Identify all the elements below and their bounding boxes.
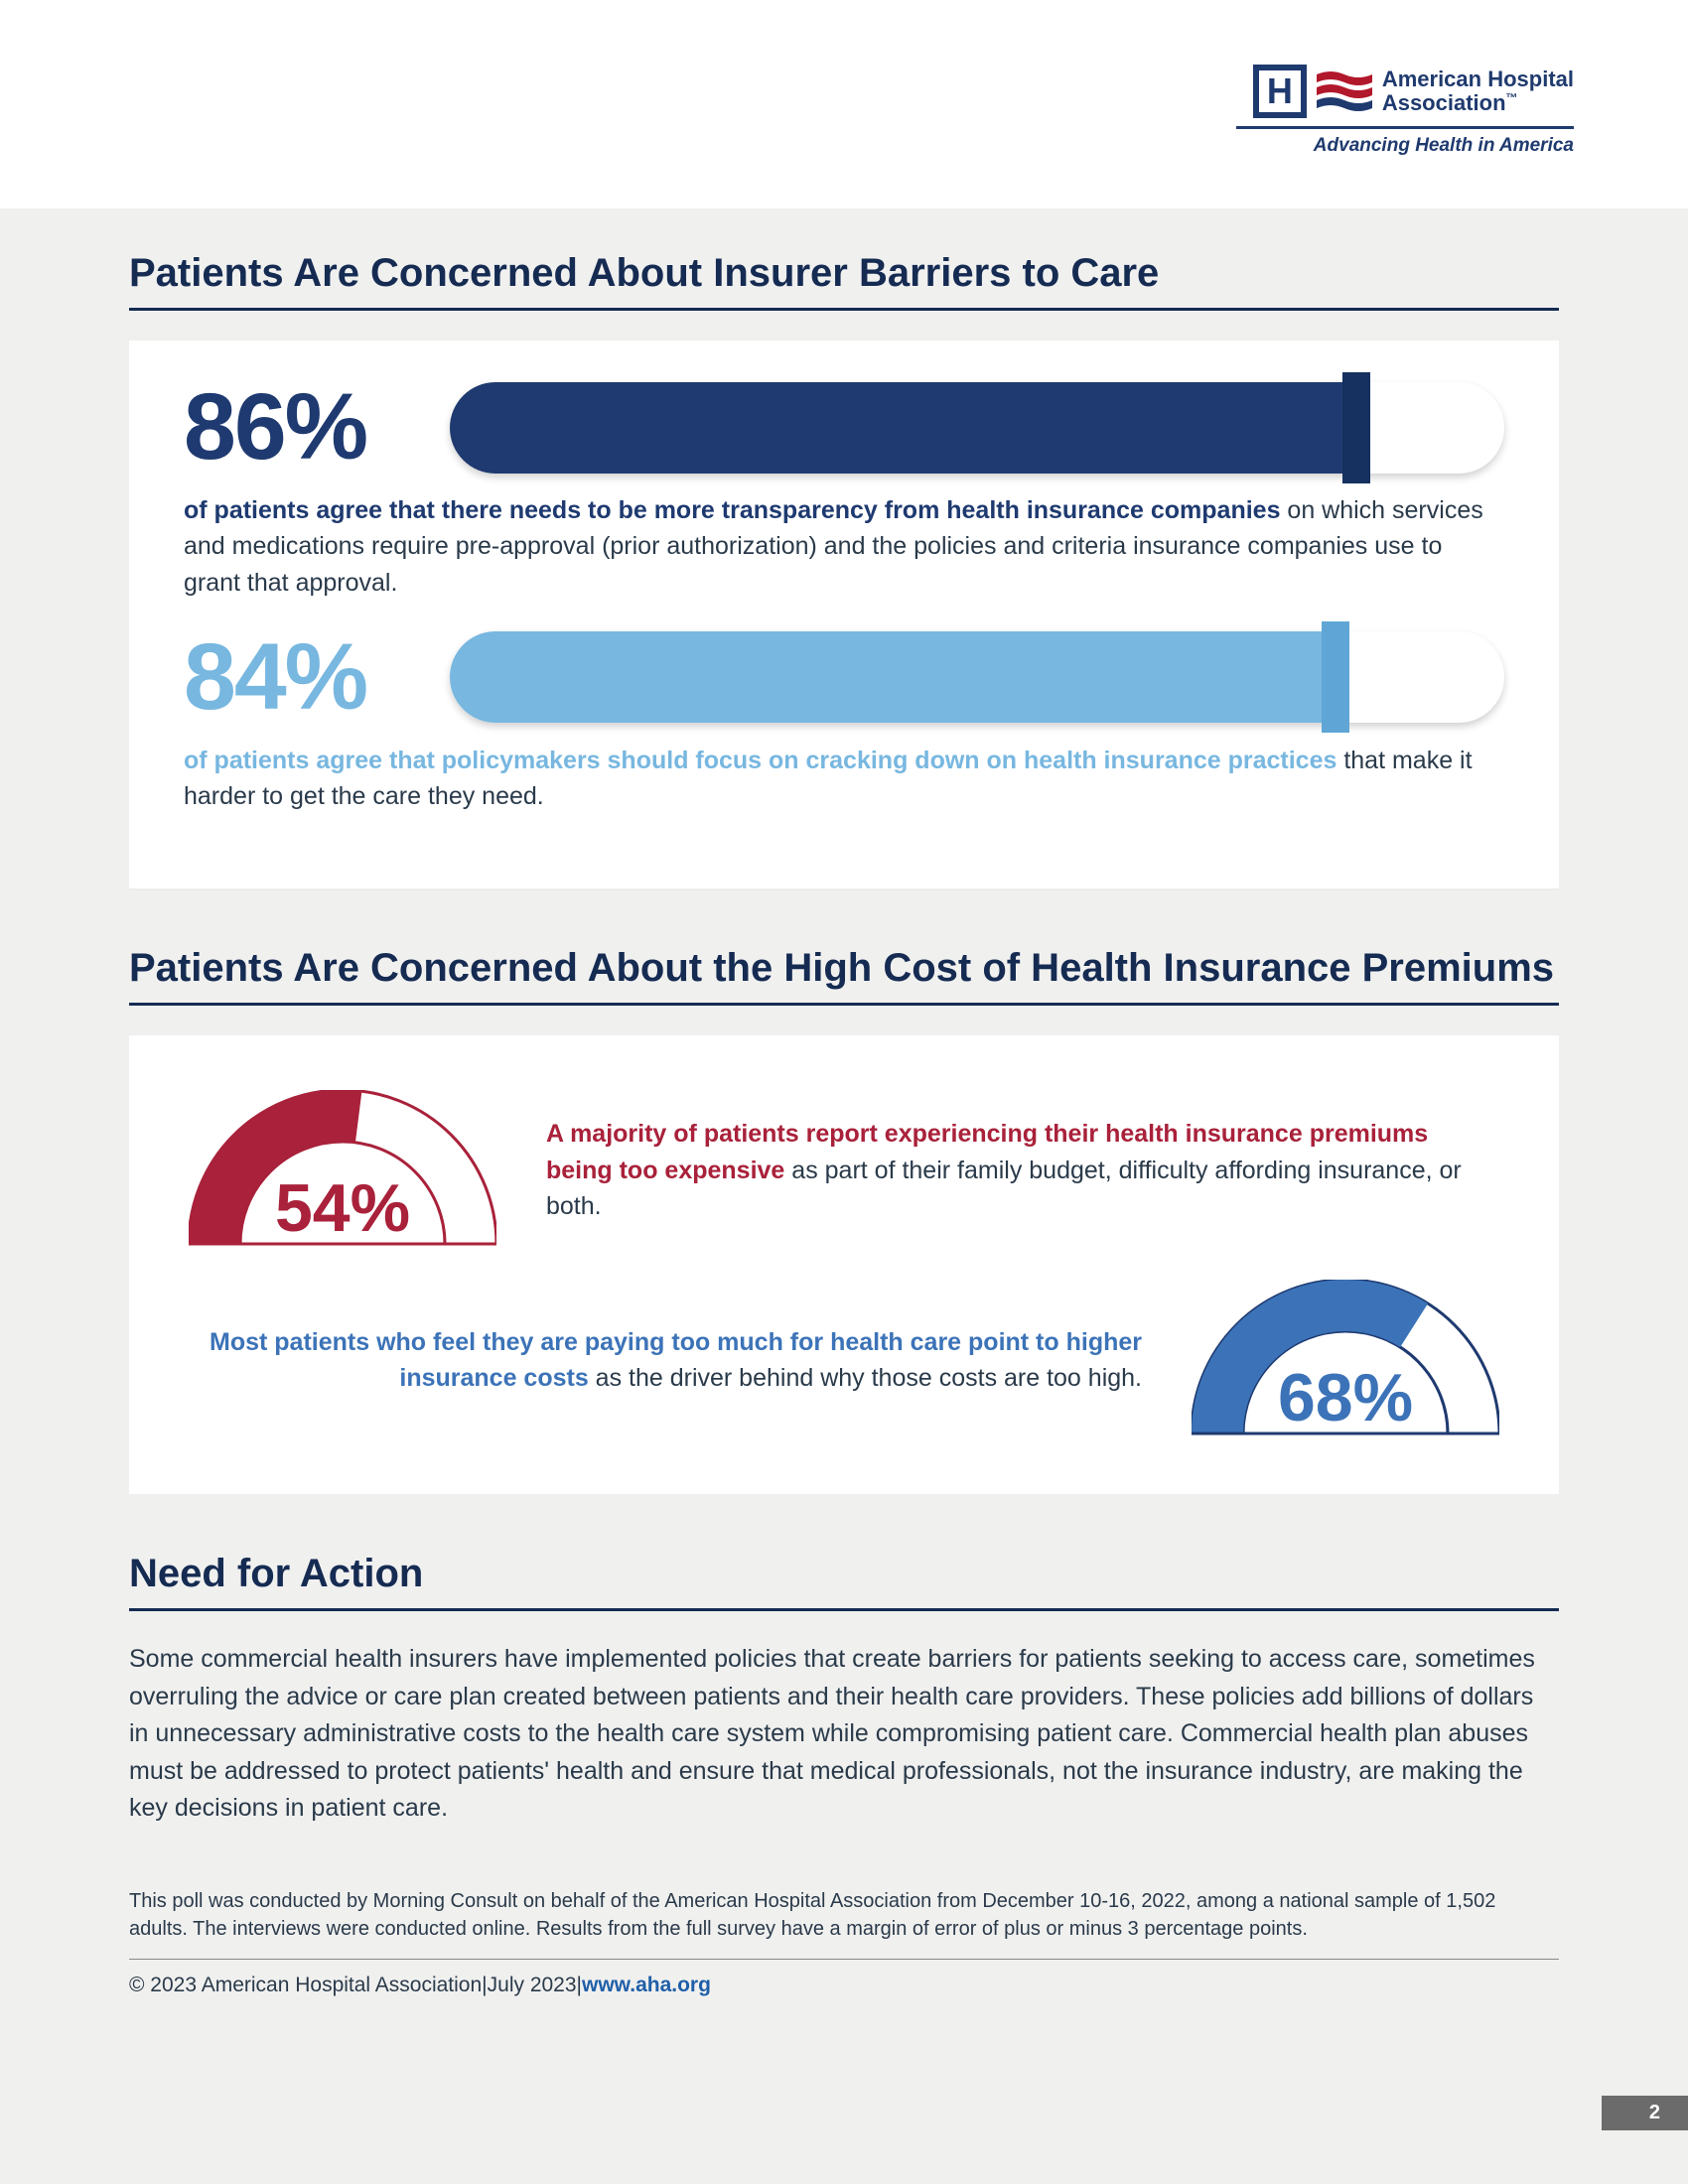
gauge-row-2: Most patients who feel they are paying t…	[189, 1280, 1499, 1439]
bar-track	[450, 382, 1504, 474]
footer-copyright: © 2023 American Hospital Association	[129, 1974, 482, 1997]
bar-fill	[450, 382, 1356, 474]
gauge-chart-2: 68%	[1192, 1280, 1499, 1439]
gauge-row-1: 54% A majority of patients report experi…	[189, 1090, 1499, 1250]
bar-track	[450, 631, 1504, 723]
bar-desc: of patients agree that policymakers shou…	[184, 743, 1504, 815]
footer-row: © 2023 American Hospital Association | J…	[129, 1974, 1559, 1997]
footer-date: July 2023	[488, 1974, 577, 1997]
bar-cap	[1342, 372, 1370, 483]
page-number: 2	[1602, 2096, 1688, 2130]
bar-desc: of patients agree that there needs to be…	[184, 492, 1504, 601]
section2-panel: 54% A majority of patients report experi…	[129, 1035, 1559, 1494]
bar-stat-1: 86% of patients agree that there needs to…	[184, 380, 1504, 601]
bar-pct-label: 86%	[184, 380, 432, 475]
content: Patients Are Concerned About Insurer Bar…	[0, 0, 1688, 1997]
bar-row: 86%	[184, 380, 1504, 475]
bar-desc-bold: of patients agree that there needs to be…	[184, 496, 1280, 524]
section1-panel: 86% of patients agree that there needs to…	[129, 341, 1559, 888]
gauge-chart-1: 54%	[189, 1090, 496, 1250]
section3-title: Need for Action	[129, 1549, 1559, 1611]
page: American Hospital Association™ Advancing…	[0, 0, 1688, 2184]
poll-note: This poll was conducted by Morning Consu…	[129, 1887, 1559, 1960]
bar-desc-bold: of patients agree that policymakers shou…	[184, 747, 1336, 774]
gauge-1-pct: 54%	[189, 1174, 496, 1242]
section1-title: Patients Are Concerned About Insurer Bar…	[129, 248, 1559, 311]
footer-url[interactable]: www.aha.org	[582, 1974, 711, 1997]
bar-fill	[450, 631, 1336, 723]
gauge-1-text: A majority of patients report experienci…	[546, 1116, 1499, 1224]
gauge-2-rest: as the driver behind why those costs are…	[589, 1364, 1142, 1392]
bar-stat-2: 84% of patients agree that policymakers s…	[184, 630, 1504, 815]
action-paragraph: Some commercial health insurers have imp…	[129, 1641, 1559, 1828]
section2-title: Patients Are Concerned About the High Co…	[129, 943, 1559, 1006]
bar-pct-label: 84%	[184, 630, 432, 725]
bar-row: 84%	[184, 630, 1504, 725]
gauge-2-pct: 68%	[1192, 1364, 1499, 1432]
gauge-2-text: Most patients who feel they are paying t…	[189, 1324, 1142, 1397]
bar-cap	[1322, 621, 1349, 733]
